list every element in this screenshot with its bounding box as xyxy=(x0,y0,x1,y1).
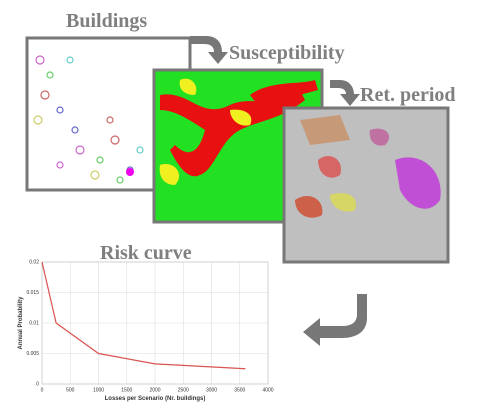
chart-title: Risk curve xyxy=(100,242,192,264)
x-tick-label: 1500 xyxy=(121,387,132,393)
return-period-image xyxy=(282,106,450,264)
y-tick-label: 0.015 xyxy=(26,290,39,296)
y-tick-label: 0 xyxy=(36,381,39,387)
x-tick-label: 2000 xyxy=(149,387,160,393)
y-axis-label: Annual Probability xyxy=(18,296,24,350)
x-tick-label: 0 xyxy=(41,387,44,393)
data-line xyxy=(41,261,246,370)
x-tick-label: 3000 xyxy=(206,387,217,393)
risk-chart: 0 0.005 0.01 0.015 0.02 0 500 1000 1500 2000 2500 3… xyxy=(18,259,274,402)
y-tick-label: 0.005 xyxy=(26,351,39,357)
x-tick-label: 4000 xyxy=(262,387,273,393)
step-label: Buildings xyxy=(66,10,147,32)
x-tick-label: 3500 xyxy=(234,387,245,393)
x-tick-label: 500 xyxy=(66,387,75,393)
step-label: Ret. period xyxy=(360,84,456,106)
step-label: Susceptibility xyxy=(229,42,345,64)
arrows xyxy=(190,36,367,346)
y-tick-label: 0.02 xyxy=(29,259,39,265)
x-tick-label: 1000 xyxy=(93,387,104,393)
x-tick-label: 2500 xyxy=(178,387,189,393)
y-tick-label: 0.01 xyxy=(29,320,39,326)
x-axis-label: Losses per Scenario (Nr. buildings) xyxy=(105,396,206,402)
